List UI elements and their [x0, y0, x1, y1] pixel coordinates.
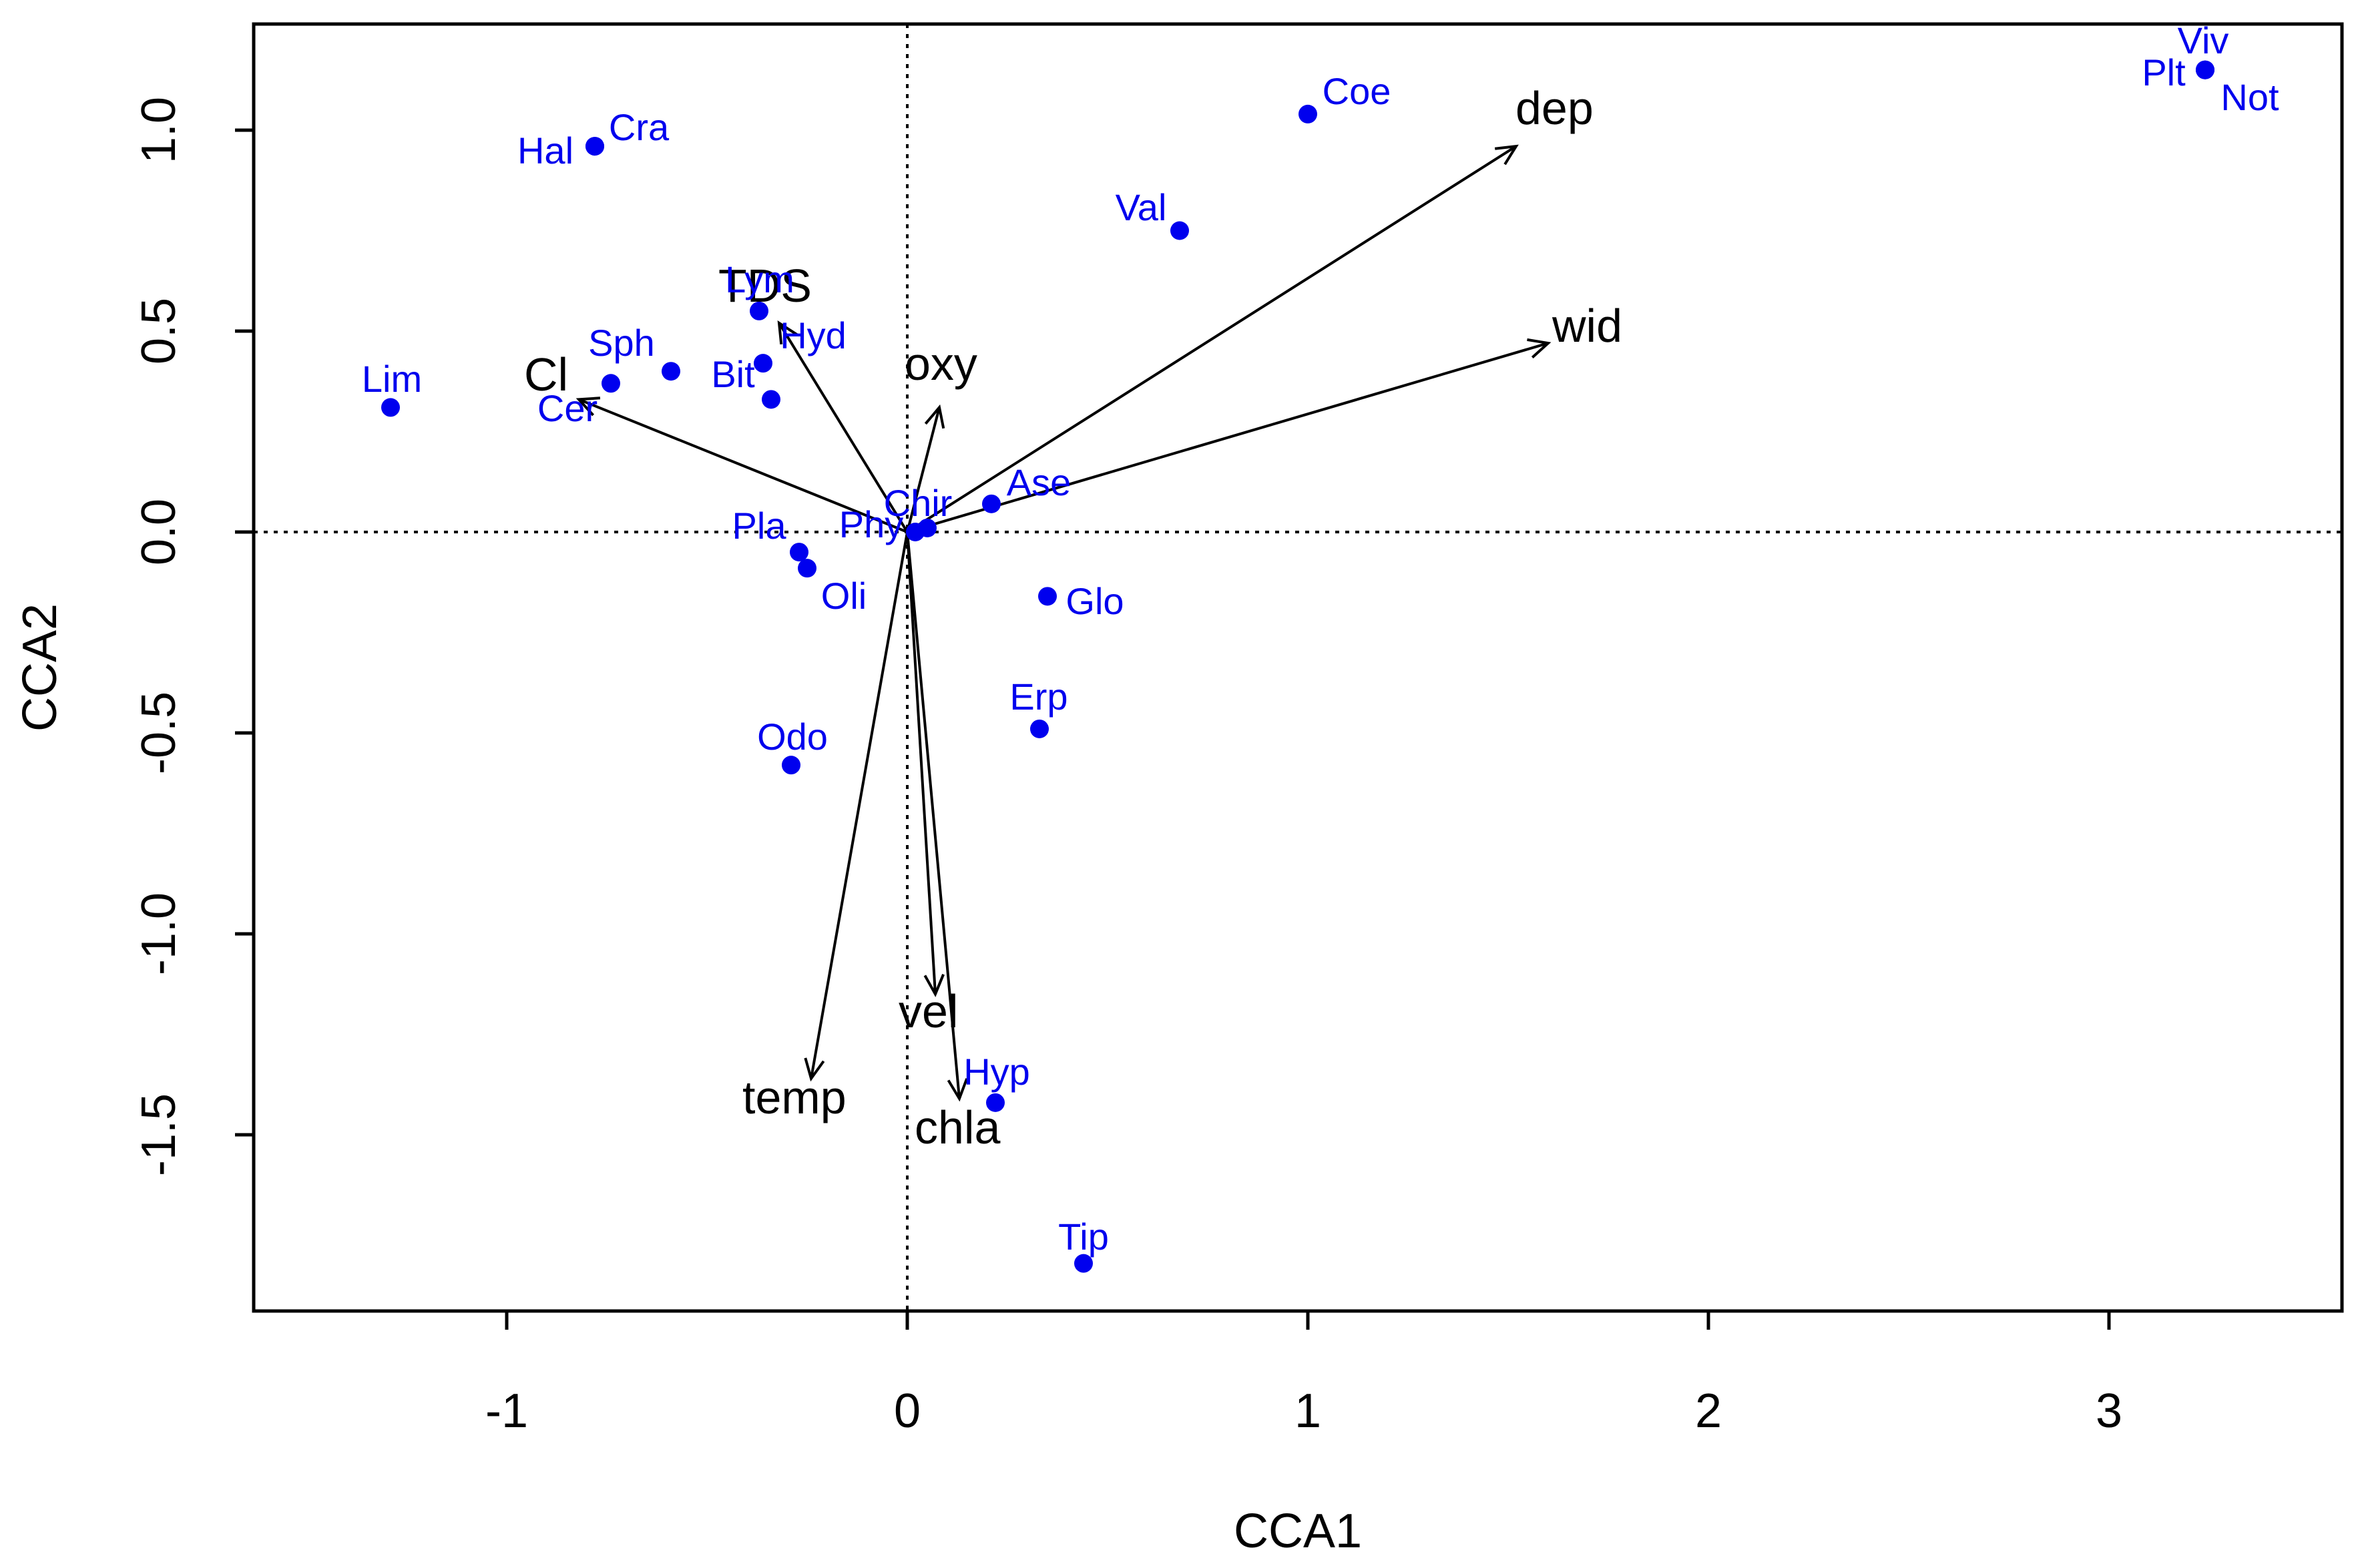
vector-wid-label: wid [1552, 300, 1622, 352]
species-label-lym: Lym [725, 258, 794, 300]
species-label-cra: Cra [609, 106, 670, 148]
x-axis-title: CCA1 [1234, 1505, 1362, 1558]
vector-chla-arrowhead [947, 1078, 969, 1102]
species-label-viv: Viv [2178, 19, 2229, 61]
species-point-not [2196, 60, 2214, 79]
species-point-lym [750, 301, 768, 320]
species-point-oli [798, 559, 816, 578]
species-point-hal [585, 137, 604, 156]
species-label-cer: Cer [537, 387, 598, 429]
vector-chla-label: chla [915, 1101, 1000, 1153]
species-label-sph: Sph [588, 322, 655, 364]
vector-dep-label: dep [1515, 82, 1594, 134]
species-point-lim [381, 398, 400, 417]
vector-dep-arrow [906, 145, 1517, 533]
x-axis: -1 0 1 2 3 [485, 1309, 2122, 1438]
y-axis-title: CCA2 [13, 603, 67, 732]
species-label-glo: Glo [1066, 580, 1124, 622]
species-point-val [1170, 221, 1189, 240]
species-point-odo [782, 756, 800, 775]
vector-wid-arrowhead [1527, 338, 1552, 359]
plot-area-frame [252, 22, 2344, 1313]
vector-oxy-label: oxy [905, 338, 977, 390]
x-tick-label: -1 [485, 1384, 528, 1438]
x-tick-label: 1 [1294, 1384, 1321, 1438]
y-tick-label: 0.5 [132, 298, 186, 364]
species-point-hyp [986, 1093, 1005, 1112]
y-tick-label: -0.5 [132, 692, 186, 774]
vector-tds-label: TDS [718, 260, 812, 312]
y-tick-label: -1.0 [132, 892, 186, 975]
species-point-coe [1299, 104, 1317, 123]
x-tick-label: 2 [1695, 1384, 1722, 1438]
vector-tds-arrow [778, 322, 909, 533]
species-point-ase [982, 494, 1001, 513]
species-label-coe: Coe [1323, 70, 1391, 112]
environment-vectors: dep wid TDS Cl oxy vel chla temp [524, 82, 1622, 1153]
species-points [381, 60, 2214, 1273]
species-label-val: Val [1116, 186, 1167, 228]
species-point-tip [1074, 1254, 1093, 1273]
vector-tds-arrowhead [777, 320, 798, 344]
species-label-hal: Hal [517, 129, 573, 172]
species-label-hyp: Hyp [963, 1051, 1030, 1093]
vector-temp-arrowhead [804, 1057, 825, 1082]
species-label-phy: Phy [839, 503, 904, 545]
species-point-erp [1030, 719, 1049, 738]
vector-vel-label: vel [899, 985, 958, 1037]
vector-cl-label: Cl [524, 348, 568, 401]
vector-vel-arrowhead [923, 973, 945, 997]
species-label-not: Not [2220, 76, 2279, 118]
y-tick-label: -1.5 [132, 1093, 186, 1176]
species-label-odo: Odo [757, 716, 828, 758]
x-tick-label: 3 [2096, 1384, 2122, 1438]
species-label-bit: Bit [711, 353, 755, 395]
species-point-pla [790, 543, 808, 562]
species-label-chir: Chir [884, 482, 953, 524]
vector-oxy-arrow [906, 407, 941, 533]
vector-temp-label: temp [742, 1071, 847, 1123]
x-tick-label: 0 [894, 1384, 921, 1438]
species-label-pla: Pla [732, 505, 787, 547]
species-point-cer [602, 374, 620, 393]
reference-lines [254, 24, 2342, 1311]
y-tick-label: 0.0 [132, 499, 186, 565]
species-point-hyd [754, 354, 772, 373]
vector-cl-arrowhead [575, 397, 601, 417]
species-point-phy [906, 523, 925, 541]
species-point-glo [1038, 587, 1057, 606]
vector-wid-arrow [907, 342, 1549, 533]
vector-dep-arrowhead [1494, 144, 1519, 166]
species-label-plt: Plt [2142, 51, 2186, 93]
vector-temp-arrow [810, 531, 909, 1079]
vector-vel-arrow [906, 531, 937, 995]
species-point-sph [662, 362, 680, 381]
vector-chla-arrow [906, 531, 961, 1099]
vector-oxy-arrowhead [924, 404, 945, 429]
species-point-bit [762, 390, 780, 409]
species-label-tip: Tip [1058, 1216, 1109, 1258]
y-tick-label: 1.0 [132, 97, 186, 164]
species-label-oli: Oli [821, 575, 867, 617]
species-label-lim: Lim [362, 358, 422, 400]
vector-cl-arrow [578, 398, 908, 533]
species-label-hyd: Hyd [780, 314, 847, 356]
species-label-ase: Ase [1007, 461, 1072, 503]
y-axis: 1.0 0.5 0.0 -0.5 -1.0 -1.5 [132, 97, 256, 1176]
species-label-erp: Erp [1009, 676, 1068, 718]
